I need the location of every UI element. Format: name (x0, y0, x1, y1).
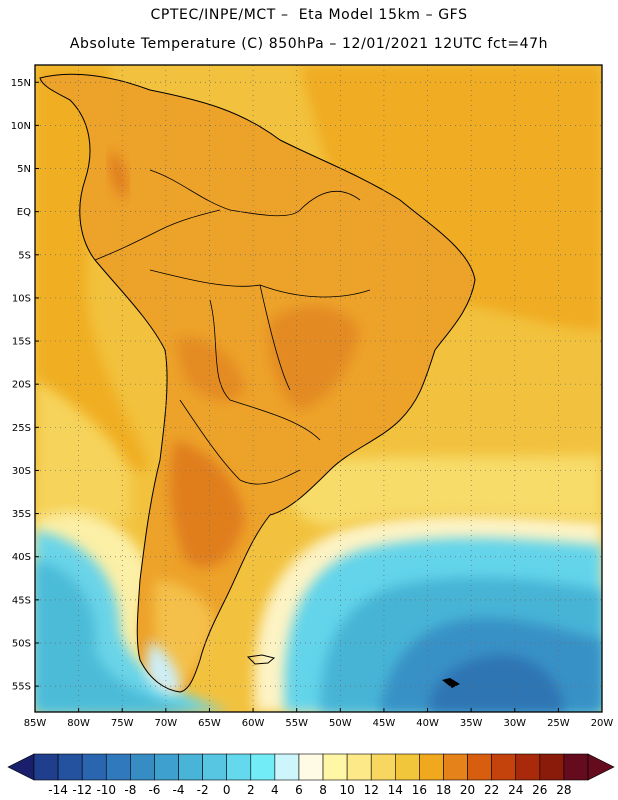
colorbar-swatch (491, 753, 517, 781)
colorbar-label: 6 (295, 783, 303, 797)
lon-tick-label: 70W (155, 718, 178, 729)
colorbar-swatch (57, 753, 83, 781)
lat-tick-label: 40S (12, 552, 31, 563)
south-georgia-island (442, 678, 460, 688)
temperature-field (35, 65, 602, 712)
colorbar-swatch (33, 753, 59, 781)
colorbar-label: 16 (412, 783, 427, 797)
colorbar-swatch (178, 753, 203, 781)
lat-tick-label: 30S (12, 466, 31, 477)
lat-tick-label: 35S (12, 509, 31, 520)
lon-tick-label: 60W (242, 718, 265, 729)
map-title-line1: CPTEC/INPE/MCT – Eta Model 15km – GFS (150, 7, 468, 23)
lat-tick-label: 15S (12, 337, 31, 348)
lon-tick-label: 40W (416, 718, 439, 729)
lat-tick-label: EQ (17, 207, 31, 218)
lat-tick-label: 25S (12, 423, 31, 434)
lat-tick-label: 10S (12, 293, 31, 304)
lon-tick-label: 20W (591, 718, 614, 729)
colorbar-label: 12 (364, 783, 379, 797)
colorbar-swatch (81, 753, 107, 781)
lon-tick-label: 80W (67, 718, 90, 729)
coastline (39, 73, 476, 693)
colorbar-label: -4 (173, 783, 185, 797)
colorbar-swatch (250, 753, 276, 781)
colorbar-swatch (443, 753, 468, 781)
lon-tick-label: 30W (503, 718, 526, 729)
colorbar-label: 8 (319, 783, 327, 797)
lat-tick-label: 45S (12, 595, 31, 606)
colorbar-label: -8 (124, 783, 136, 797)
colorbar-swatch (130, 753, 155, 781)
map-title-line2: Absolute Temperature (C) 850hPa – 12/01/… (69, 36, 549, 52)
colorbar-label: 10 (339, 783, 354, 797)
colorbar-swatch (515, 753, 541, 781)
colorbar-swatch (346, 753, 372, 781)
colorbar-swatch (298, 753, 324, 781)
longitude-labels: 85W 80W 75W 70W 65W 60W 55W 50W 45W 40W 35W 30W 25W 2… (24, 708, 614, 729)
colorbar-label: 28 (556, 783, 571, 797)
colorbar-swatch (154, 753, 179, 781)
lon-tick-label: 25W (547, 718, 570, 729)
south-america-landmass (40, 74, 475, 693)
colorbar-label: 14 (388, 783, 403, 797)
lat-tick-label: 50S (12, 638, 31, 649)
colorbar-swatch (274, 753, 300, 781)
colorbar-swatch (322, 753, 348, 781)
map-frame (34, 64, 603, 713)
colorbar-left-arrow (7, 753, 35, 781)
colorbar-label: -6 (148, 783, 160, 797)
falkland-islands (246, 654, 276, 665)
lon-tick-label: 75W (111, 718, 134, 729)
lat-tick-label: 20S (12, 380, 31, 391)
lon-tick-label: 65W (198, 718, 221, 729)
colorbar-swatch (419, 753, 444, 781)
lon-tick-label: 50W (329, 718, 352, 729)
colorbar-label: -10 (96, 783, 116, 797)
latitude-labels: 15N 10N 5N EQ 5S 10S 15S 20S 25S 30S 35S 40S 45S 50S 5… (11, 78, 39, 693)
colorbar-label: 26 (532, 783, 547, 797)
colorbar-swatch (539, 753, 565, 781)
lat-tick-label: 10N (11, 121, 31, 132)
lon-tick-label: 35W (460, 718, 483, 729)
colorbar-label: 2 (247, 783, 255, 797)
colorbar-label: 4 (271, 783, 279, 797)
colorbar (7, 753, 615, 781)
lat-tick-label: 5N (17, 164, 31, 175)
colorbar-swatch (202, 753, 227, 781)
country-borders (94, 169, 371, 485)
lat-tick-label: 5S (18, 250, 31, 261)
colorbar-label: 20 (460, 783, 475, 797)
lon-tick-label: 45W (373, 718, 396, 729)
colorbar-right-arrow (587, 753, 615, 781)
colorbar-swatch (563, 753, 589, 781)
colorbar-label: -12 (72, 783, 92, 797)
colorbar-label: -14 (48, 783, 68, 797)
lon-tick-label: 85W (24, 718, 47, 729)
colorbar-label: -2 (197, 783, 209, 797)
colorbar-label: 22 (484, 783, 499, 797)
lon-tick-label: 55W (285, 718, 308, 729)
colorbar-swatch (226, 753, 252, 781)
lat-tick-label: 55S (12, 682, 31, 693)
lat-tick-label: 15N (11, 78, 31, 89)
colorbar-label: 18 (436, 783, 451, 797)
colorbar-swatch (370, 753, 396, 781)
colorbar-labels: -14 -12 -10 -8 -6 -4 -2 0 2 4 6 8 10 12 14 16 18 20 22 24 26… (48, 783, 571, 797)
colorbar-swatch (395, 753, 420, 781)
colorbar-swatch (467, 753, 492, 781)
colorbar-label: 0 (223, 783, 231, 797)
colorbar-label: 24 (508, 783, 523, 797)
colorbar-swatch (105, 753, 131, 781)
